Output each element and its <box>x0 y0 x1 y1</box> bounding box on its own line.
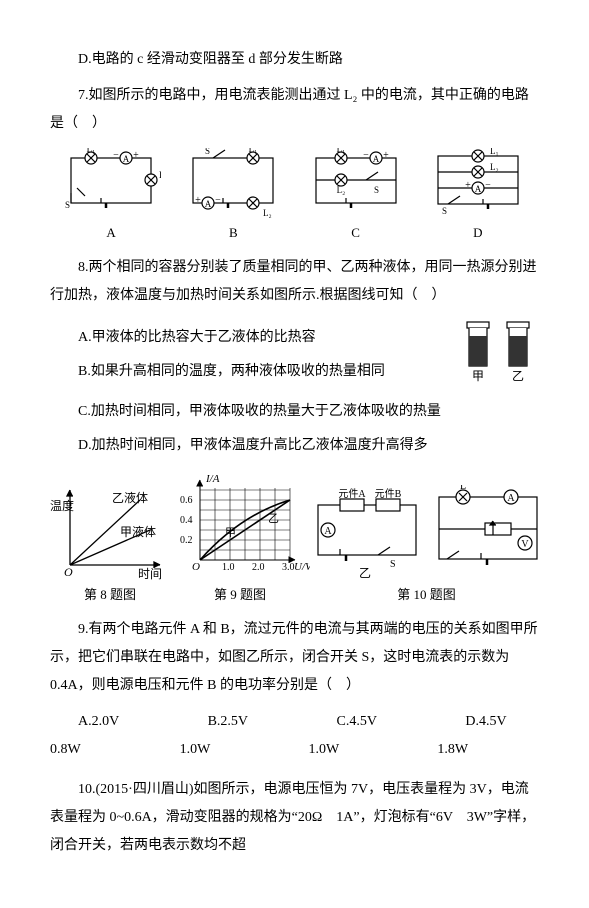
q7a-a: A <box>123 154 130 164</box>
q7c-l1: L₁ <box>336 148 345 154</box>
fig8-ylab: 温度 <box>50 498 74 513</box>
fig10-elB: 元件B <box>375 488 402 500</box>
q8-opt-b: B.如果升高相同的温度，两种液体吸收的热量相同 <box>50 358 459 386</box>
fig9-yt3: 0.6 <box>180 495 193 506</box>
fig10r-V: V <box>521 539 529 550</box>
fig10-yi: 乙 <box>359 566 371 580</box>
fig8-caption: 第 8 题图 <box>84 582 136 608</box>
fig9-xt1: 1.0 <box>222 562 235 573</box>
fig10-left-circuit: 元件A 元件B A S 乙 <box>310 485 425 580</box>
q7-diagram-c: L₁ A − + L₂ S C <box>306 148 406 246</box>
fig10-caption: 第 10 题图 <box>397 582 456 608</box>
fig9-yt1: 0.2 <box>180 535 193 546</box>
fig8-o: O <box>64 565 73 579</box>
fig10-A: A <box>324 526 332 537</box>
q7-diagram-d: L₁ L₂ A + − S D <box>428 148 528 246</box>
q10-stem: 10.(2015·四川眉山)如图所示，电源电压恒为 7V，电压表量程为 3V，电… <box>50 776 539 860</box>
q8-opt-a: A.甲液体的比热容大于乙液体的比热容 <box>50 324 459 352</box>
fig9-yt2: 0.4 <box>180 515 193 526</box>
q7b-l2: L₂ <box>263 208 272 218</box>
svg-text:+: + <box>383 150 389 161</box>
fig9-caption: 第 9 题图 <box>214 582 266 608</box>
q7d-a: A <box>475 184 482 194</box>
q7-label-d: D <box>473 220 482 246</box>
q7-diagram-a: L₁ A − + L₂ S A <box>61 148 161 246</box>
fig9-xlab: U/V <box>294 561 310 573</box>
fig8-jia: 甲液体 <box>120 524 156 539</box>
svg-text:+: + <box>465 180 471 191</box>
svg-text:+: + <box>133 150 139 161</box>
q7b-a: A <box>205 199 212 209</box>
q7c-a: A <box>372 154 379 164</box>
q8-opt-c: C.加热时间相同，甲液体吸收的热量大于乙液体吸收的热量 <box>50 398 539 426</box>
svg-text:−: − <box>216 195 222 206</box>
q9-options: A.2.0V 0.8W B.2.5V 1.0W C.4.5V 1.0W D.4.… <box>50 708 539 764</box>
q7d-s: S <box>442 206 447 216</box>
q7d-l2: L₂ <box>490 162 499 172</box>
q7b-s: S <box>205 148 210 156</box>
fig9-jia: 甲 <box>225 527 236 539</box>
fig9-xt3: 3.0 <box>282 562 295 573</box>
fig10r-L: L <box>460 485 466 492</box>
q9-opt-b: B.2.5V 1.0W <box>180 708 281 764</box>
q7c-s: S <box>374 185 379 195</box>
q7-label-c: C <box>351 220 360 246</box>
q7-stem: 7.如图所示的电路中，用电流表能测出通过 L₂ 中的电流，其中正确的电路是（ ） <box>50 82 539 138</box>
q8-cups-icon: 甲 乙 <box>459 318 539 388</box>
q7c-l2: L₂ <box>336 185 345 195</box>
q8-stem: 8.两个相同的容器分别装了质量相同的甲、乙两种液体，用同一热源分别进行加热，液体… <box>50 254 539 310</box>
fig10: 元件A 元件B A S 乙 L <box>310 485 543 608</box>
fig9-yi: 乙 <box>268 512 279 525</box>
fig9-xt2: 2.0 <box>252 562 265 573</box>
q7-diagrams: L₁ A − + L₂ S A S L₁ A + − L₂ <box>50 148 539 246</box>
svg-text:O: O <box>192 561 200 573</box>
q9-opt-a: A.2.0V 0.8W <box>50 708 152 764</box>
fig-row-8-9-10: 温度 时间 O 乙液体 甲液体 第 8 题图 <box>50 470 539 608</box>
fig8-xlab: 时间 <box>138 567 162 580</box>
fig9: I/A U/V O 0.2 0.4 0.6 1.0 2.0 3.0 甲 乙 第 … <box>170 470 310 608</box>
svg-text:−: − <box>363 150 369 161</box>
svg-text:+: + <box>196 195 202 206</box>
fig10-elA: 元件A <box>338 488 366 500</box>
q7a-l2: L₂ <box>159 170 161 180</box>
q7a-s: S <box>65 200 70 210</box>
q9-opt-d: D.4.5V 1.8W <box>437 708 539 764</box>
svg-text:−: − <box>485 180 491 191</box>
svg-text:−: − <box>113 150 119 161</box>
fig10-S: S <box>390 559 396 570</box>
fig8-yi: 乙液体 <box>112 490 148 505</box>
q8-cup-jia: 甲 <box>472 369 484 383</box>
q8-cup-yi: 乙 <box>512 369 524 383</box>
q6-option-d: D.电路的 c 经滑动变阻器至 d 部分发生断路 <box>50 46 539 74</box>
fig10-right-circuit: L A V <box>433 485 543 580</box>
fig8: 温度 时间 O 乙液体 甲液体 第 8 题图 <box>50 480 170 608</box>
q8-opt-d: D.加热时间相同，甲液体温度升高比乙液体温度升高得多 <box>50 432 539 460</box>
q9-stem: 9.有两个电路元件 A 和 B，流过元件的电流与其两端的电压的关系如图甲所示，把… <box>50 616 539 700</box>
q9-opt-c: C.4.5V 1.0W <box>309 708 410 764</box>
q7d-l1: L₁ <box>490 148 499 156</box>
fig10r-A: A <box>507 493 515 504</box>
q7-label-a: A <box>106 220 115 246</box>
fig9-ylab: I/A <box>205 473 220 485</box>
q7b-l1: L₁ <box>249 148 258 154</box>
q7-diagram-b: S L₁ A + − L₂ B <box>183 148 283 246</box>
q7-label-b: B <box>229 220 238 246</box>
q7a-l1: L₁ <box>87 148 96 154</box>
